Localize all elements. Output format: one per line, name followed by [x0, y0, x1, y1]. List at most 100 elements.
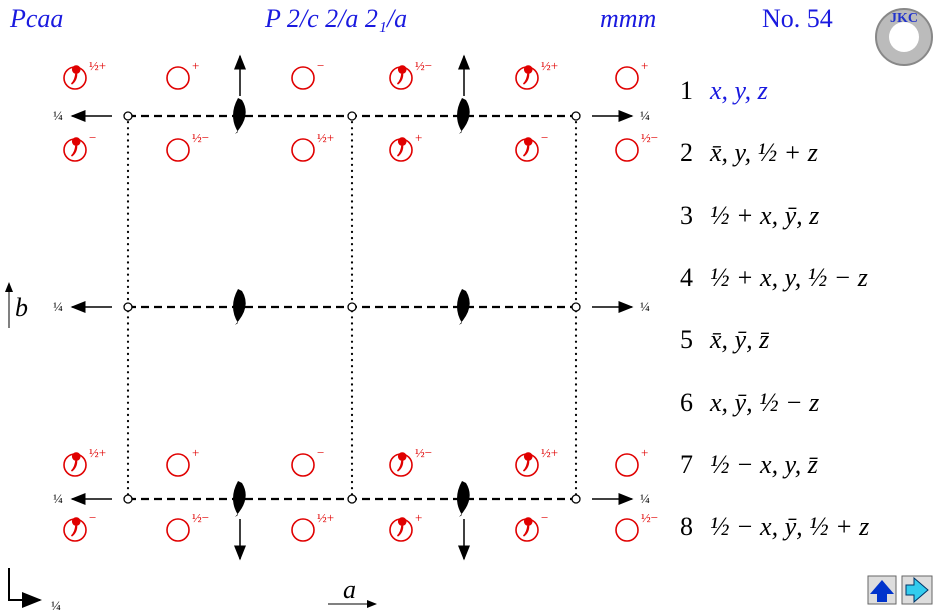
up-button[interactable] [867, 575, 897, 605]
position-marker: + [389, 130, 422, 162]
inversion-centre [347, 494, 357, 504]
marker-label: + [415, 510, 422, 525]
position-coords: x, ȳ, ½ − z [709, 388, 819, 417]
marker-comma [396, 137, 407, 157]
screw-axis [233, 481, 246, 517]
screw-axis [457, 98, 470, 134]
position-marker: + [615, 445, 648, 477]
position-coords: ½ + x, y, ½ − z [710, 263, 868, 292]
marker-label: ½+ [541, 58, 558, 73]
marker-comma [70, 65, 81, 85]
marker-comma [522, 452, 533, 472]
marker-label: ½+ [317, 510, 334, 525]
marker-circle [615, 518, 639, 542]
point-group: mmm [600, 4, 656, 33]
position-coords: ½ + x, ȳ, z [710, 201, 819, 230]
marker-label: ½− [192, 130, 209, 145]
group-number: No. 54 [762, 4, 833, 33]
marker-label: ½− [641, 510, 658, 525]
position-marker: − [63, 510, 96, 542]
inversion-centre [123, 302, 133, 312]
marker-label: + [415, 130, 422, 145]
marker-label: ½− [192, 510, 209, 525]
position-marker: ½− [615, 130, 658, 162]
position-coords: x̄, y, ½ + z [709, 138, 818, 167]
marker-label: − [89, 510, 96, 525]
inversion-centre [347, 302, 357, 312]
height-label: ¼ [51, 598, 61, 613]
logo: JKC [875, 8, 933, 66]
inversion-centre [571, 302, 581, 312]
position-marker: + [166, 445, 199, 477]
marker-circle [166, 453, 190, 477]
marker-label: − [541, 130, 548, 145]
position-number: 6 [680, 388, 693, 417]
screw-axis [457, 481, 470, 517]
marker-circle [615, 66, 639, 90]
position-marker: − [515, 510, 548, 542]
screw-axis [233, 98, 246, 134]
position-marker: ½− [615, 510, 658, 542]
marker-circle [291, 518, 315, 542]
position-marker: + [615, 58, 648, 90]
position-marker: ½+ [291, 130, 334, 162]
marker-comma [70, 517, 81, 537]
marker-label: ½− [641, 130, 658, 145]
marker-circle [166, 518, 190, 542]
position-marker: ½− [389, 445, 432, 477]
position-number: 5 [680, 325, 693, 354]
position-marker: − [515, 130, 548, 162]
marker-label: + [192, 58, 199, 73]
inversion-centre [571, 111, 581, 121]
marker-comma [522, 517, 533, 537]
marker-label: ½+ [89, 445, 106, 460]
position-marker: ½+ [515, 445, 558, 477]
position-marker: ½− [166, 510, 209, 542]
b-axis-label: b [15, 293, 28, 322]
marker-comma [522, 137, 533, 157]
marker-comma [396, 65, 407, 85]
screw-axis [233, 289, 246, 325]
position-marker: + [389, 510, 422, 542]
marker-label: − [317, 445, 324, 460]
marker-circle [166, 138, 190, 162]
height-label: ¼ [53, 491, 63, 506]
height-label: ¼ [640, 299, 650, 314]
a-axis-label: a [343, 575, 356, 604]
height-label: ¼ [640, 491, 650, 506]
position-number: 8 [680, 512, 693, 541]
height-label: ¼ [640, 108, 650, 123]
marker-circle [291, 66, 315, 90]
marker-comma [70, 137, 81, 157]
marker-circle [166, 66, 190, 90]
height-label: ¼ [53, 108, 63, 123]
position-coords: x̄, ȳ, z̄ [709, 325, 770, 354]
next-button[interactable] [901, 575, 933, 605]
inversion-centre [123, 494, 133, 504]
position-number: 2 [680, 138, 693, 167]
screw-axis [457, 289, 470, 325]
position-marker: − [291, 445, 324, 477]
inversion-centre [571, 494, 581, 504]
position-marker: ½− [389, 58, 432, 90]
marker-label: ½− [415, 58, 432, 73]
marker-label: ½+ [89, 58, 106, 73]
position-coords: ½ − x, y, z̄ [710, 450, 818, 479]
inversion-centre [123, 111, 133, 121]
inversion-centre [347, 111, 357, 121]
position-marker: ½+ [291, 510, 334, 542]
position-number: 3 [680, 201, 693, 230]
marker-comma [522, 65, 533, 85]
marker-label: − [89, 130, 96, 145]
position-coords: x, y, z [709, 76, 768, 105]
short-symbol: Pcaa [9, 4, 63, 33]
marker-circle [615, 138, 639, 162]
marker-label: ½+ [317, 130, 334, 145]
marker-circle [615, 453, 639, 477]
position-marker: ½+ [63, 58, 106, 90]
full-symbol: P 2/c 2/a 2₁/a [264, 4, 407, 33]
marker-comma [396, 517, 407, 537]
marker-label: ½+ [541, 445, 558, 460]
position-number: 4 [680, 263, 693, 292]
position-marker: ½+ [63, 445, 106, 477]
